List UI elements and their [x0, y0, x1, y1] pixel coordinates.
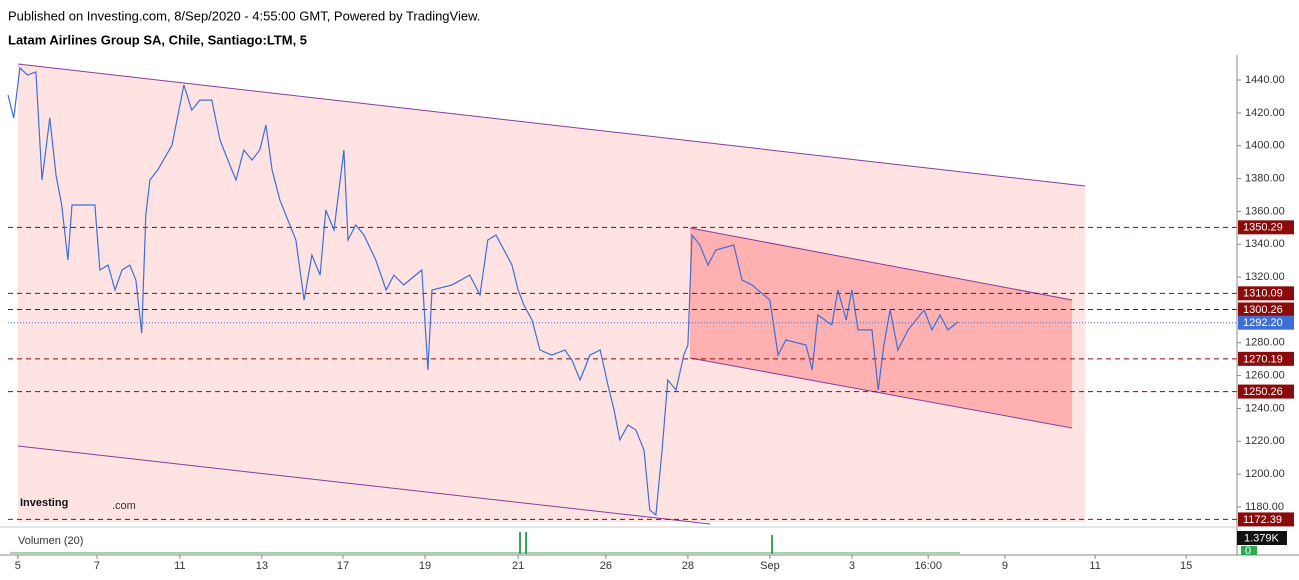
y-tick-label: 1420.00: [1245, 107, 1285, 119]
x-tick-label: 21: [512, 560, 524, 572]
x-tick-label: 11: [1089, 560, 1100, 572]
level-label: 1300.26: [1243, 304, 1283, 316]
y-tick-label: 1440.00: [1245, 74, 1285, 86]
y-tick-label: 1320.00: [1245, 271, 1285, 283]
level-label: 1310.09: [1243, 288, 1283, 300]
x-tick-label: 17: [337, 560, 349, 572]
price-line: [7, 66, 959, 517]
x-tick-label: 13: [256, 560, 268, 572]
level-label: 1172.39: [1243, 514, 1282, 526]
symbol-title: Latam Airlines Group SA, Chile, Santiago…: [8, 32, 307, 47]
y-tick-label: 1360.00: [1245, 205, 1285, 217]
volume-label: Volumen (20): [18, 535, 83, 547]
volume-strip: [10, 552, 960, 554]
x-tick-label: 3: [849, 560, 855, 572]
small-channel-fill: [690, 228, 1072, 428]
x-tick-label: 7: [94, 560, 100, 572]
x-tick-label: 19: [419, 560, 431, 572]
volume-last-label: 1.379K: [1244, 532, 1280, 544]
level-label-box: [1238, 512, 1294, 527]
level-label: 1350.29: [1243, 222, 1283, 234]
level-label-box: [1238, 220, 1294, 235]
y-tick-label: 1400.00: [1245, 140, 1285, 152]
logo-suffix: .com: [112, 500, 136, 512]
volume-zero-label: 0: [1245, 545, 1251, 557]
volume-label-box: [1237, 531, 1287, 545]
last-price-box: [1238, 315, 1294, 330]
x-tick-label: 5: [15, 560, 21, 572]
level-label-box: [1238, 286, 1294, 301]
small-channel-lower: [689, 357, 1073, 429]
volume-zero-box: [1241, 546, 1257, 555]
volume-spike: [519, 532, 521, 554]
volume-spike: [525, 532, 527, 554]
y-tick-label: 1280.00: [1245, 337, 1285, 349]
big-channel-lower: [17, 445, 711, 525]
last-price-label: 1292.20: [1243, 317, 1283, 329]
level-label-box: [1238, 384, 1294, 399]
y-tick-label: 1200.00: [1245, 468, 1285, 480]
level-label: 1270.19: [1243, 353, 1283, 365]
x-tick-label: 15: [1180, 560, 1192, 572]
logo-brand: Investing: [20, 497, 68, 509]
big-channel-upper: [17, 63, 1086, 187]
x-tick-label: 16:00: [914, 560, 942, 572]
y-tick-label: 1180.00: [1245, 501, 1284, 513]
volume-spike: [771, 535, 773, 554]
y-tick-label: 1380.00: [1245, 172, 1285, 184]
level-label-box: [1238, 351, 1294, 366]
y-tick-label: 1220.00: [1245, 435, 1285, 447]
level-label-box: [1238, 302, 1294, 317]
small-channel-upper: [689, 227, 1073, 301]
published-note: Published on Investing.com, 8/Sep/2020 -…: [8, 8, 480, 23]
x-tick-label: 11: [174, 560, 185, 572]
y-tick-label: 1240.00: [1245, 402, 1285, 414]
x-tick-label: 26: [600, 560, 612, 572]
x-tick-label: Sep: [760, 560, 780, 572]
y-tick-label: 1340.00: [1245, 238, 1285, 250]
y-tick-label: 1260.00: [1245, 369, 1285, 381]
x-tick-label: 28: [682, 560, 694, 572]
level-label: 1250.26: [1243, 386, 1283, 398]
x-tick-label: 9: [1002, 560, 1008, 572]
